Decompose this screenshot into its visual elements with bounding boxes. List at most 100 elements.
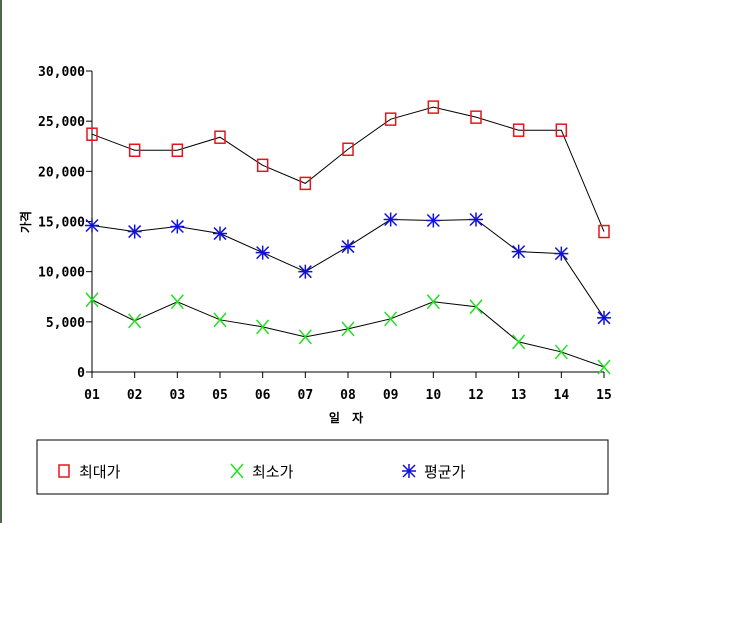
data-point xyxy=(384,112,397,126)
data-point xyxy=(213,226,227,241)
data-point xyxy=(213,312,227,328)
square-marker-icon xyxy=(299,176,312,191)
square-marker-icon xyxy=(598,224,610,239)
x-tick-label: 05 xyxy=(212,388,228,403)
series-1 xyxy=(86,100,610,239)
series-line xyxy=(91,106,605,232)
data-point xyxy=(597,359,611,375)
x-marker-stroke xyxy=(512,334,526,350)
x-marker-stroke xyxy=(298,329,312,345)
y-tick-label: 25,000 xyxy=(38,115,85,130)
data-point xyxy=(512,123,525,137)
data-point xyxy=(598,224,610,239)
y-tick-label: 10,000 xyxy=(38,266,85,281)
data-point xyxy=(298,329,312,345)
legend-label: 최대가 xyxy=(79,463,121,481)
legend-marker xyxy=(58,464,70,478)
square-marker-icon xyxy=(128,143,141,158)
x-tick-label: 12 xyxy=(468,388,484,403)
square-marker-icon xyxy=(427,100,440,114)
x-tick-label: 03 xyxy=(170,388,186,403)
x-axis-ticks: 01 02 03 05 06 07 08 09 10 12 13 14 15 xyxy=(84,372,612,403)
legend-label: 평균가 xyxy=(424,463,466,481)
data-point xyxy=(384,311,398,327)
data-point xyxy=(298,264,313,279)
data-point xyxy=(597,310,611,325)
data-point xyxy=(214,130,226,144)
square-marker-icon xyxy=(384,112,397,126)
data-point xyxy=(426,213,441,228)
x-tick-label: 10 xyxy=(426,388,442,403)
data-point xyxy=(511,244,526,259)
x-tick-label: 15 xyxy=(596,388,612,403)
y-axis-ticks: 0 5,000 10,000 15,000 20,000 25,000 30,000 xyxy=(38,65,92,381)
square-marker-icon xyxy=(342,142,354,157)
series-line xyxy=(91,299,605,368)
axes xyxy=(91,71,604,373)
x-tick-label: 06 xyxy=(255,388,271,403)
series-2 xyxy=(85,292,611,375)
y-axis-title: 가격 xyxy=(18,211,33,233)
x-marker-stroke xyxy=(256,319,270,335)
window-left-border xyxy=(0,0,2,523)
data-point xyxy=(470,110,482,124)
square-marker-icon xyxy=(171,143,184,158)
data-point xyxy=(512,334,526,350)
x-marker-stroke xyxy=(170,294,184,310)
data-point xyxy=(256,158,269,173)
legend-label: 최소가 xyxy=(252,463,294,481)
x-marker-stroke xyxy=(128,313,142,329)
x-tick-label: 14 xyxy=(554,388,570,403)
square-marker-icon xyxy=(214,130,226,144)
x-tick-label: 09 xyxy=(383,388,399,403)
data-point xyxy=(170,219,185,234)
data-point xyxy=(554,246,569,261)
y-tick-label: 30,000 xyxy=(38,65,85,80)
x-tick-label: 01 xyxy=(84,388,100,403)
data-point xyxy=(427,100,440,114)
x-marker-stroke xyxy=(341,321,355,337)
legend-box xyxy=(36,439,609,495)
series-3 xyxy=(85,212,611,325)
legend: 최대가 최소가 평균가 xyxy=(36,439,609,495)
x-marker-stroke xyxy=(469,299,483,315)
legend-marker xyxy=(402,464,416,478)
square-marker-icon xyxy=(86,127,98,141)
data-point xyxy=(128,143,141,158)
y-tick-label: 15,000 xyxy=(38,216,85,231)
x-tick-label: 13 xyxy=(511,388,527,403)
data-point xyxy=(554,344,568,360)
x-marker-stroke xyxy=(426,294,440,310)
data-point xyxy=(256,319,270,335)
data-point xyxy=(171,143,184,158)
data-point xyxy=(255,245,270,260)
x-marker-stroke xyxy=(597,359,611,375)
square-marker-icon xyxy=(512,123,525,137)
x-marker-stroke xyxy=(554,344,568,360)
data-point xyxy=(127,224,142,239)
square-marker-icon xyxy=(555,123,568,137)
data-point xyxy=(85,218,99,233)
x-marker-stroke xyxy=(384,311,398,327)
data-point xyxy=(86,127,98,141)
x-tick-label: 07 xyxy=(298,388,314,403)
x-axis-title: 일 자 xyxy=(329,410,367,425)
square-marker-icon xyxy=(256,158,269,173)
data-point xyxy=(341,239,355,254)
data-point xyxy=(128,313,142,329)
square-marker-icon xyxy=(470,110,482,124)
x-marker-stroke xyxy=(230,463,244,479)
data-point xyxy=(469,299,483,315)
data-point xyxy=(170,294,184,310)
data-point xyxy=(426,294,440,310)
x-marker-stroke xyxy=(85,292,99,308)
legend-marker xyxy=(230,463,244,479)
x-tick-label: 02 xyxy=(127,388,143,403)
y-tick-label: 5,000 xyxy=(46,316,85,331)
data-point xyxy=(299,176,312,191)
data-point xyxy=(342,142,354,157)
series-line xyxy=(91,218,605,319)
data-point xyxy=(383,212,398,227)
